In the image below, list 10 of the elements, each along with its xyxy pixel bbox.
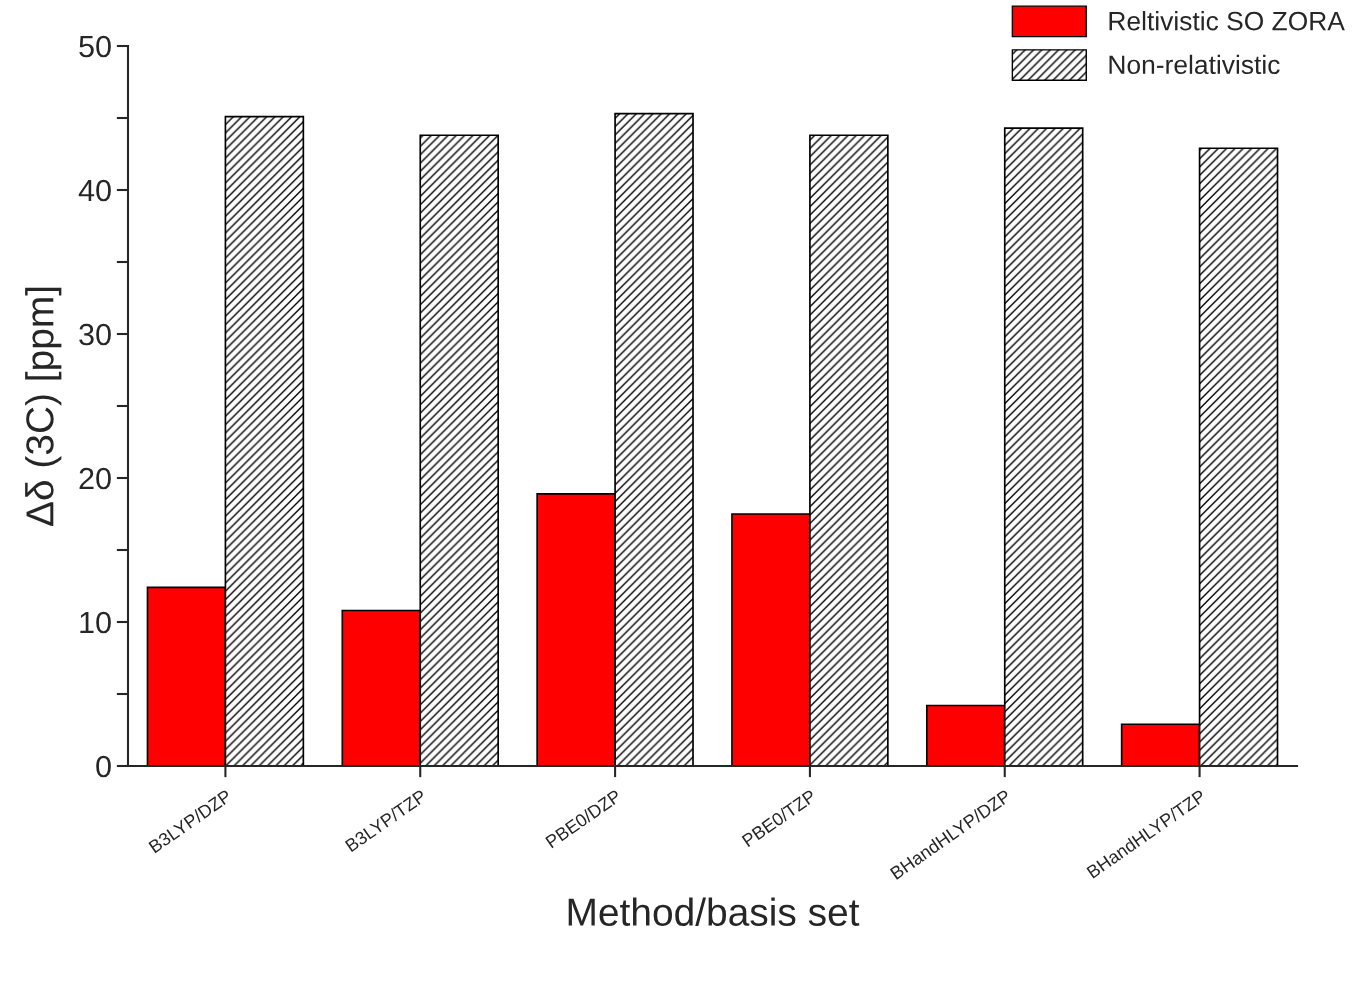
x-axis-title: Method/basis set — [568, 897, 860, 927]
y-tick-label: 0 — [96, 755, 111, 778]
y-tick-label: 30 — [79, 323, 111, 346]
y-tick-label: 40 — [78, 179, 111, 202]
y-axis-title: Δδ (3C) [ppm] — [25, 287, 62, 526]
legend-label: Non-relativistic — [1109, 54, 1280, 75]
y-tick-label: 50 — [79, 35, 111, 58]
y-tick-label: 10 — [80, 611, 111, 634]
y-tick-label: 20 — [79, 467, 111, 490]
legend-label: Reltivistic SO ZORA — [1109, 11, 1345, 31]
